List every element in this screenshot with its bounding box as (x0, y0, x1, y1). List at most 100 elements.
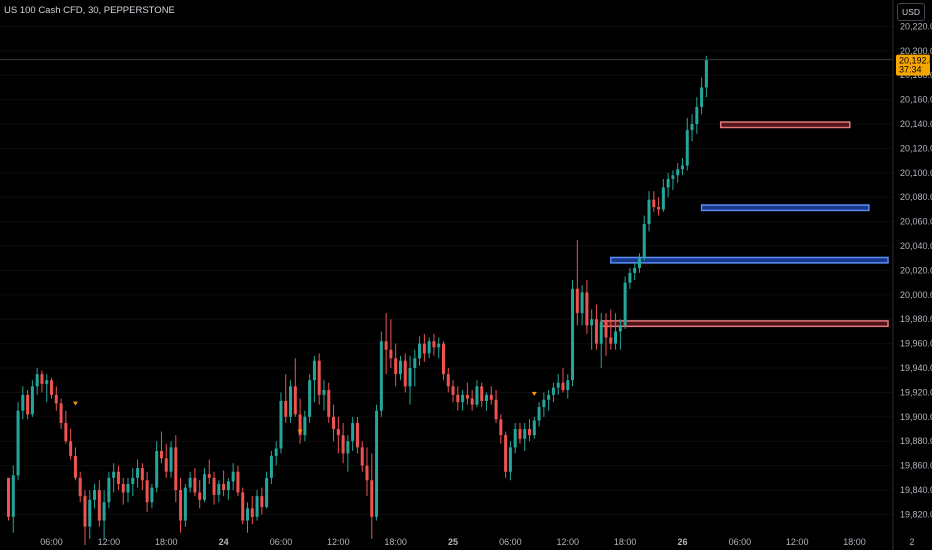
time-axis[interactable]: 06:00 12:00 18:00 24 06:00 12:00 18:00 25 06:00 1… (40, 537, 914, 547)
candle-body (59, 403, 63, 423)
candle-body (174, 447, 178, 491)
price-tick-label: 20,140.0 (900, 119, 932, 129)
candle-body (7, 477, 10, 517)
candle-body (179, 490, 183, 521)
candle-body (226, 481, 230, 491)
candle-body (246, 508, 249, 521)
candle-body (169, 447, 173, 472)
candle-body (303, 416, 307, 436)
price-tick-label: 19,980.0 (900, 314, 932, 324)
candle-body (633, 268, 637, 273)
candle-body (647, 199, 651, 225)
candle-body (35, 374, 39, 387)
time-tick-label: 25 (448, 537, 458, 547)
candle-body (604, 321, 608, 338)
candle-body (513, 429, 517, 448)
candle-body (164, 458, 168, 472)
price-gridlines (0, 25, 893, 515)
candle-body (623, 282, 627, 326)
zone-box (719, 121, 851, 129)
signal-marker (72, 401, 78, 406)
candle-body (78, 477, 82, 497)
candle-body (685, 130, 689, 166)
candle-body (580, 292, 584, 314)
price-tick-label: 19,920.0 (900, 387, 932, 397)
price-tick-label: 19,960.0 (900, 339, 932, 349)
candle-body (11, 475, 15, 517)
candle-body (532, 420, 536, 436)
candle-body (504, 435, 508, 472)
candle-body (217, 483, 221, 495)
time-tick-label: 26 (677, 537, 687, 547)
candle-body (355, 422, 359, 448)
candle-body (666, 178, 670, 188)
candle-body (207, 474, 211, 478)
price-tag-countdown: 37:34 (899, 65, 922, 75)
price-tag: 20,192.8 37:34 (896, 54, 932, 76)
candle-body (351, 422, 355, 442)
time-tick-label: 2 (909, 537, 914, 547)
candle-body (279, 400, 283, 449)
candle-body (116, 471, 120, 484)
candle-body (451, 386, 455, 395)
candle-body (183, 487, 187, 521)
candle-body (136, 468, 140, 478)
candle-body (518, 429, 522, 439)
candle-body (88, 499, 92, 527)
candle-body (83, 496, 87, 527)
candle-body (652, 199, 656, 207)
candle-body (413, 358, 417, 369)
time-tick-label: 06:00 (499, 537, 522, 547)
candle-body (609, 337, 613, 344)
price-tick-label: 20,100.0 (900, 168, 932, 178)
price-axis[interactable]: 20,220.020,200.020,180.020,160.020,140.0… (892, 0, 932, 550)
candle-body (255, 496, 259, 517)
time-tick-label: 18:00 (614, 537, 637, 547)
candle-body (336, 429, 340, 436)
candle-body (73, 455, 77, 478)
candle-body (188, 477, 192, 488)
price-tag-box (896, 54, 930, 76)
candle-body (202, 474, 206, 500)
candle-body (231, 471, 235, 482)
candle-body (628, 272, 632, 283)
time-tick-label: 12:00 (98, 537, 121, 547)
candle-body (470, 398, 474, 405)
candle-body (159, 451, 163, 459)
currency-button[interactable]: USD (897, 3, 925, 21)
time-tick-label: 06:00 (40, 537, 63, 547)
candle-body (293, 386, 297, 415)
price-tick-label: 19,860.0 (900, 461, 932, 471)
candle-body (69, 441, 73, 456)
candle-body (594, 319, 598, 344)
price-tick-label: 19,880.0 (900, 436, 932, 446)
zone-box (600, 320, 889, 328)
candle-body (461, 394, 465, 403)
candle-body (537, 407, 541, 421)
candle-body (360, 447, 364, 466)
candle-body (45, 380, 49, 384)
price-tick-label: 20,080.0 (900, 192, 932, 202)
time-tick-label: 12:00 (327, 537, 350, 547)
zone-box (700, 204, 870, 212)
candle-body (332, 416, 336, 430)
price-tick-label: 20,020.0 (900, 265, 932, 275)
candle-body (637, 258, 641, 268)
candle-body (97, 490, 101, 521)
time-tick-label: 06:00 (729, 537, 752, 547)
zone-box (610, 256, 889, 264)
candle-body (289, 386, 293, 417)
candle-body (394, 358, 398, 375)
candle-body (21, 394, 25, 411)
candle-body (441, 343, 445, 375)
price-tick-label: 19,900.0 (900, 412, 932, 422)
time-tick-label: 18:00 (384, 537, 407, 547)
candle-body (523, 429, 527, 439)
candle-body (556, 382, 560, 388)
candle-body (274, 448, 278, 456)
time-tick-label: 12:00 (556, 537, 579, 547)
price-tick-label: 19,840.0 (900, 485, 932, 495)
candle-body (284, 400, 288, 417)
chart-title: US 100 Cash CFD, 30, PEPPERSTONE (4, 5, 175, 16)
